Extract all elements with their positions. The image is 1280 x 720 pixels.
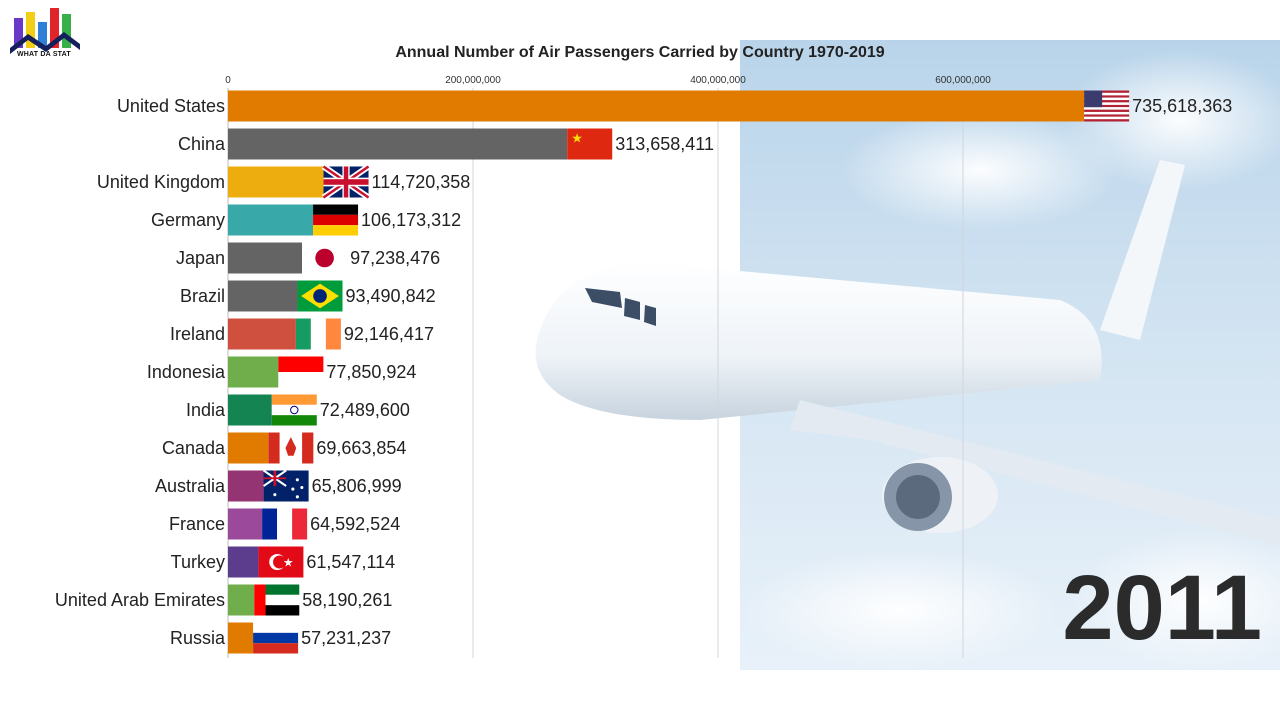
bar-row: Japan 97,238,476 xyxy=(176,242,440,274)
ie-flag xyxy=(295,318,341,350)
ru-flag xyxy=(253,622,299,654)
bar xyxy=(228,280,298,312)
x-tick-label: 0 xyxy=(225,75,231,86)
country-label: Turkey xyxy=(171,552,225,572)
br-flag xyxy=(297,280,343,312)
value-label: 92,146,417 xyxy=(344,324,434,344)
value-label: 58,190,261 xyxy=(302,590,392,610)
bars: United States 735,618,363 China ★ 313,658,41… xyxy=(55,90,1232,654)
cn-flag: ★ xyxy=(567,128,613,160)
value-label: 97,238,476 xyxy=(350,248,440,268)
svg-text:★: ★ xyxy=(283,556,294,569)
value-label: 93,490,842 xyxy=(346,286,436,306)
x-tick-label: 400,000,000 xyxy=(690,75,746,86)
country-label: United States xyxy=(117,96,225,116)
bar xyxy=(228,90,1085,122)
in-flag xyxy=(271,394,317,426)
bar-row: United States 735,618,363 xyxy=(117,90,1232,122)
country-label: Indonesia xyxy=(147,362,226,382)
value-label: 69,663,854 xyxy=(316,438,406,458)
value-label: 64,592,524 xyxy=(310,514,400,534)
value-label: 735,618,363 xyxy=(1132,96,1232,116)
x-tick-label: 200,000,000 xyxy=(445,75,501,86)
bar xyxy=(228,318,296,350)
value-label: 106,173,312 xyxy=(361,210,461,230)
fr-flag xyxy=(262,508,308,540)
bar-row: Australia 65,806,999 xyxy=(155,469,402,502)
country-label: Brazil xyxy=(180,286,225,306)
bar-row: Ireland 92,146,417 xyxy=(170,318,434,350)
value-label: 61,547,114 xyxy=(306,552,395,572)
country-label: Germany xyxy=(151,210,225,230)
uk-flag xyxy=(321,163,371,201)
bar xyxy=(228,204,314,236)
country-label: Canada xyxy=(162,438,226,458)
ae-flag xyxy=(254,584,300,616)
x-axis-ticks: 0 200,000,000 400,000,000 600,000,000 xyxy=(225,75,991,86)
country-label: United Arab Emirates xyxy=(55,590,225,610)
country-label: China xyxy=(178,134,226,154)
country-label: France xyxy=(169,514,225,534)
bar-row: Germany 106,173,312 xyxy=(151,204,461,236)
bar-row: India 72,489,600 xyxy=(186,394,410,426)
bar xyxy=(228,546,259,578)
country-label: Russia xyxy=(170,628,226,648)
year-label: 2011 xyxy=(1062,557,1262,659)
country-label: United Kingdom xyxy=(97,172,225,192)
bar-row: Canada 69,663,854 xyxy=(162,432,406,464)
country-label: Australia xyxy=(155,476,226,496)
bar-row: Indonesia 77,850,924 xyxy=(147,356,416,388)
tr-flag: ★ xyxy=(258,546,304,578)
country-label: India xyxy=(186,400,226,420)
bar xyxy=(228,432,269,464)
bar xyxy=(228,166,324,198)
bar xyxy=(228,356,279,388)
what-da-stat-logo xyxy=(10,8,80,54)
bar xyxy=(228,394,272,426)
bar-row: Turkey ★ 61,547,114 xyxy=(171,546,395,578)
ca-flag xyxy=(268,432,314,464)
bar-row: China ★ 313,658,411 xyxy=(178,128,714,160)
bar xyxy=(228,128,568,160)
de-flag xyxy=(313,204,359,236)
bar-row: United Arab Emirates 58,190,261 xyxy=(55,584,392,616)
country-label: Ireland xyxy=(170,324,225,344)
country-label: Japan xyxy=(176,248,225,268)
bar-row: Brazil 93,490,842 xyxy=(180,280,436,312)
value-label: 114,720,358 xyxy=(372,172,471,192)
value-label: 313,658,411 xyxy=(615,134,714,154)
bar xyxy=(228,508,263,540)
chart-title: Annual Number of Air Passengers Carried … xyxy=(395,44,885,61)
x-tick-label: 600,000,000 xyxy=(935,75,991,86)
bar xyxy=(228,584,255,616)
svg-text:★: ★ xyxy=(571,130,583,145)
bar-row: France 64,592,524 xyxy=(169,508,400,540)
bar-row: United Kingdom 114,720,358 xyxy=(97,163,471,201)
bar xyxy=(228,470,264,502)
value-label: 77,850,924 xyxy=(326,362,416,382)
bar xyxy=(228,622,254,654)
bar-row: Russia 57,231,237 xyxy=(170,622,391,654)
bar xyxy=(228,242,303,274)
value-label: 57,231,237 xyxy=(301,628,391,648)
id-flag xyxy=(278,356,324,388)
au-flag xyxy=(263,469,309,502)
value-label: 65,806,999 xyxy=(312,476,402,496)
us-flag xyxy=(1084,90,1130,122)
value-label: 72,489,600 xyxy=(320,400,410,420)
jp-flag xyxy=(302,242,348,274)
logo-text: WHAT DA STAT xyxy=(17,51,71,58)
